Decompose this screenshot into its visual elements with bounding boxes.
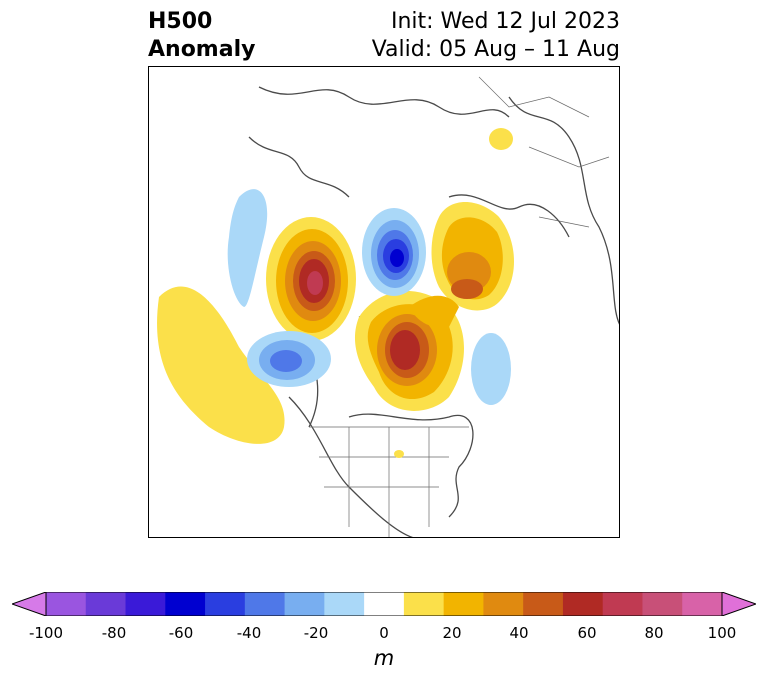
tick-label: 60 bbox=[577, 624, 597, 642]
colorbar-segment bbox=[364, 592, 405, 616]
colorbar-segment bbox=[443, 592, 484, 616]
colorbar-segment bbox=[682, 592, 723, 616]
colorbar-segment bbox=[125, 592, 166, 616]
colorbar-segment bbox=[85, 592, 127, 616]
title-line-2: Anomaly bbox=[148, 37, 256, 62]
colorbar-segment bbox=[165, 592, 206, 616]
colorbar-segment bbox=[602, 592, 643, 616]
run-info: Init: Wed 12 Jul 2023 Valid: 05 Aug – 11… bbox=[372, 8, 620, 64]
colorbar-segment bbox=[403, 592, 445, 616]
negative-anomalies bbox=[227, 189, 511, 405]
tick-label: 20 bbox=[442, 624, 462, 642]
colorbar-segment bbox=[46, 592, 87, 616]
tick-label: -40 bbox=[236, 624, 262, 642]
colorbar-extend-max bbox=[721, 592, 756, 616]
colorbar-extend-min bbox=[12, 592, 47, 616]
tick-label: -80 bbox=[101, 624, 127, 642]
tick-label: 0 bbox=[379, 624, 389, 642]
colorbar-segment bbox=[284, 592, 325, 616]
colorbar-segment bbox=[642, 592, 683, 616]
colorbar-segment bbox=[244, 592, 286, 616]
tick-label: -60 bbox=[168, 624, 194, 642]
colorbar-segment bbox=[324, 592, 365, 616]
tick-label: -100 bbox=[28, 624, 64, 642]
colorbar bbox=[12, 592, 756, 616]
init-time: Init: Wed 12 Jul 2023 bbox=[390, 9, 620, 34]
title-line-1: H500 bbox=[148, 9, 213, 34]
borders bbox=[309, 76, 610, 537]
colorbar-segment bbox=[562, 592, 604, 616]
map-title: H500 Anomaly bbox=[148, 8, 255, 64]
colorbar-unit: m bbox=[373, 646, 395, 670]
tick-label: -20 bbox=[303, 624, 329, 642]
tick-label: 40 bbox=[509, 624, 529, 642]
tick-label: 80 bbox=[644, 624, 664, 642]
anomaly-map bbox=[157, 76, 619, 537]
colorbar-segment bbox=[205, 592, 246, 616]
valid-period: Valid: 05 Aug – 11 Aug bbox=[371, 37, 620, 62]
map-panel bbox=[148, 66, 620, 538]
colorbar-tick-labels: -100 -80 -60 -40 -20 0 20 40 60 80 100 bbox=[0, 624, 768, 644]
tick-label: 100 bbox=[707, 624, 737, 642]
colorbar-segment bbox=[523, 592, 564, 616]
colorbar-segment bbox=[483, 592, 524, 616]
positive-anomalies bbox=[157, 128, 514, 458]
